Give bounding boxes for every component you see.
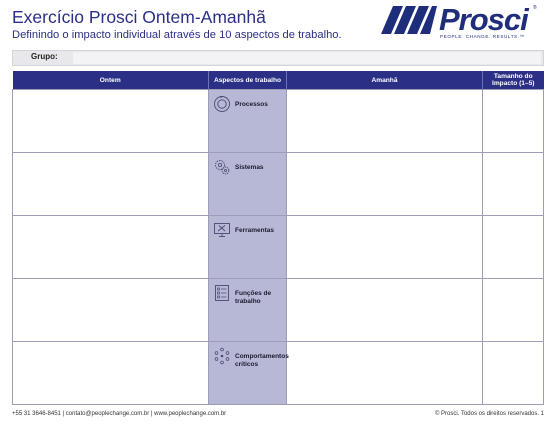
page-subtitle: Definindo o impacto individual através d…	[12, 29, 342, 41]
footer-contact: +55 31 3646-8451 | contato@peoplechange.…	[12, 411, 227, 417]
group-input[interactable]	[73, 52, 541, 64]
footer-rights: © Prosci. Todos os direitos reservados. …	[434, 411, 544, 417]
people-circle-icon	[214, 347, 230, 365]
monitor-tools-icon	[214, 223, 230, 237]
aspect-label: Ferramentas	[235, 227, 275, 234]
column-header-impacto: Tamanho do Impacto (1–5)	[482, 71, 544, 90]
column-header-amanha: Amanhã	[286, 71, 483, 90]
aspect-cell: Comportamentos críticos	[208, 341, 289, 405]
table-row: Funções de trabalho	[12, 278, 544, 342]
prosci-logo: Prosci ® PEOPLE. CHANGE. RESULTS.™	[381, 2, 545, 42]
aspect-cell: Funções de trabalho	[208, 278, 287, 342]
column-header-ontem: Ontem	[12, 71, 209, 90]
impacto-cell[interactable]	[482, 89, 544, 153]
impact-table: Ontem Aspectos de trabalho Amanhã Tamanh…	[12, 71, 544, 405]
ontem-cell[interactable]	[12, 152, 209, 216]
table-row: Processos	[12, 89, 544, 153]
aspect-cell: Sistemas	[208, 152, 287, 216]
group-bar: Grupo:	[12, 50, 544, 66]
column-header-aspectos: Aspectos de trabalho	[208, 71, 287, 90]
page-title: Exercício Prosci Ontem-Amanhã	[12, 7, 266, 27]
group-label: Grupo:	[31, 52, 58, 61]
amanha-cell[interactable]	[286, 341, 483, 405]
logo-tagline: PEOPLE. CHANGE. RESULTS.™	[440, 34, 525, 39]
aspect-label: Comportamentos críticos	[235, 353, 289, 368]
table-header-row: Ontem Aspectos de trabalho Amanhã Tamanh…	[12, 71, 544, 90]
impacto-cell[interactable]	[482, 152, 544, 216]
amanha-cell[interactable]	[286, 278, 483, 342]
ontem-cell[interactable]	[12, 341, 209, 405]
aspect-cell: Processos	[208, 89, 287, 153]
aspect-label: Funções de trabalho	[235, 290, 272, 305]
logo-registered-mark: ®	[533, 5, 537, 11]
table-row: Sistemas	[12, 152, 544, 216]
ontem-cell[interactable]	[12, 278, 209, 342]
amanha-cell[interactable]	[286, 215, 483, 279]
table-row: Comportamentos críticos	[12, 341, 544, 405]
amanha-cell[interactable]	[286, 89, 483, 153]
process-cycle-icon	[214, 96, 230, 112]
logo-wordmark: Prosci	[439, 2, 529, 37]
impacto-cell[interactable]	[482, 215, 544, 279]
aspect-label: Processos	[235, 101, 268, 108]
impacto-cell[interactable]	[482, 278, 544, 342]
gears-icon	[215, 160, 230, 175]
ontem-cell[interactable]	[12, 215, 209, 279]
logo-stripes-icon	[381, 6, 437, 34]
amanha-cell[interactable]	[286, 152, 483, 216]
aspect-cell: Ferramentas	[208, 215, 287, 279]
ontem-cell[interactable]	[12, 89, 209, 153]
table-row: Ferramentas	[12, 215, 544, 279]
job-list-icon	[215, 285, 229, 301]
aspect-label: Sistemas	[235, 164, 264, 171]
impacto-cell[interactable]	[482, 341, 544, 405]
